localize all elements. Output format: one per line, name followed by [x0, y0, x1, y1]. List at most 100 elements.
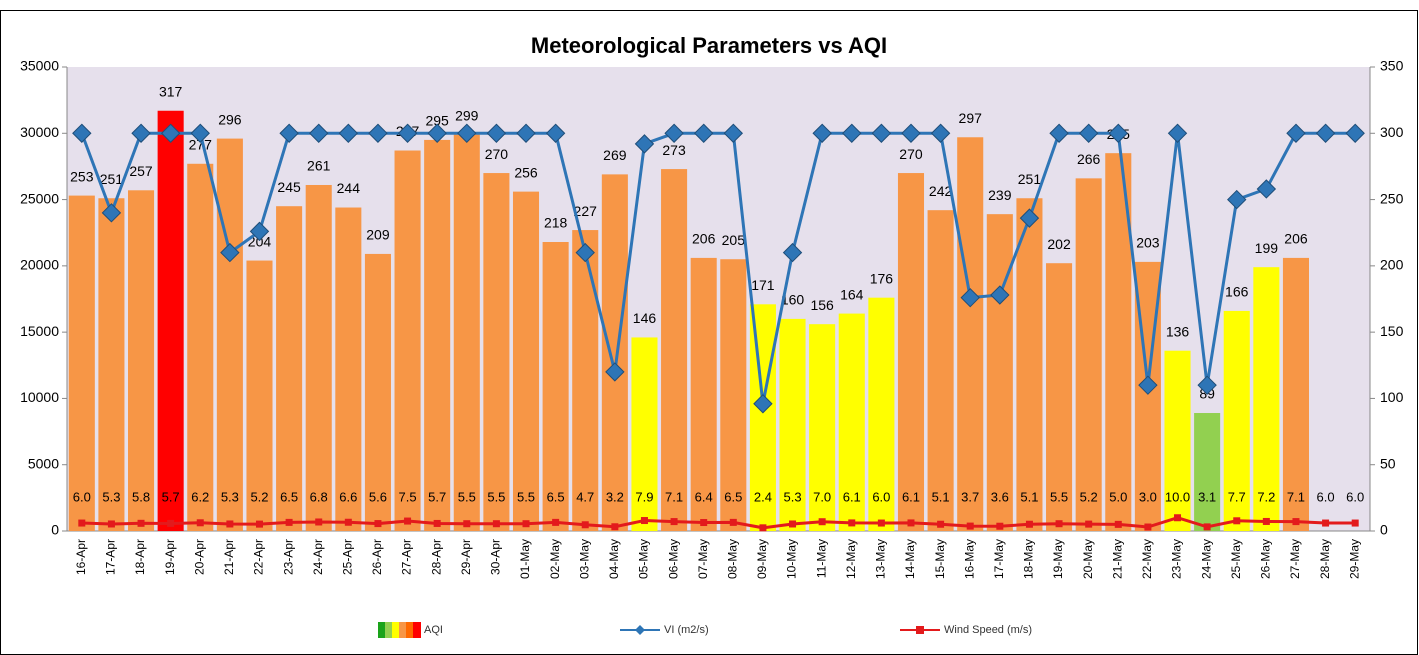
line-marker — [1025, 520, 1033, 528]
line-marker — [190, 123, 210, 143]
bar-label: 239 — [988, 187, 1012, 203]
line-marker — [1315, 123, 1336, 143]
line-marker — [226, 520, 234, 528]
bar-label: 218 — [544, 215, 568, 231]
bar — [927, 210, 954, 532]
data-label: 5.7 — [162, 489, 180, 504]
data-label: 3.7 — [961, 489, 979, 504]
x-tick-label: 10-May — [785, 539, 799, 579]
line-marker — [789, 520, 797, 528]
line-marker — [1078, 123, 1099, 143]
line-marker — [634, 134, 655, 154]
bar-label: 270 — [899, 146, 923, 162]
x-tick-label: 17-May — [992, 539, 1006, 579]
x-tick-label: 30-Apr — [489, 539, 503, 575]
line-marker — [907, 519, 915, 527]
line-marker — [368, 123, 388, 143]
line-marker — [486, 123, 507, 143]
x-tick-label: 23-Apr — [281, 539, 295, 575]
x-tick-label: 28-May — [1318, 539, 1332, 579]
bar — [720, 259, 747, 531]
data-label: 7.9 — [635, 489, 653, 504]
data-label: 6.5 — [280, 489, 298, 504]
bar — [1194, 413, 1221, 531]
bar-label: 245 — [277, 179, 301, 195]
line-marker — [522, 520, 530, 528]
line-marker — [729, 518, 737, 526]
data-label: 6.0 — [73, 489, 91, 504]
line-marker — [1019, 208, 1040, 228]
bar-label: 266 — [1077, 151, 1101, 167]
line-marker — [937, 520, 945, 528]
bar — [453, 134, 480, 531]
line-marker — [220, 242, 240, 263]
bar-label: 251 — [1018, 171, 1042, 187]
bar — [838, 313, 865, 531]
line-marker — [759, 524, 767, 532]
line-marker — [131, 123, 151, 143]
bar — [483, 173, 510, 532]
x-tick-label: 09-May — [755, 539, 769, 579]
bar — [276, 206, 303, 531]
data-label: 6.4 — [695, 489, 713, 504]
bar-label: 244 — [337, 180, 361, 196]
line-marker — [516, 123, 536, 143]
line-marker — [1345, 123, 1365, 143]
line-marker — [605, 362, 625, 382]
bar-label: 176 — [870, 270, 894, 286]
x-tick-label: 19-May — [1051, 539, 1065, 579]
line-marker — [1203, 523, 1211, 531]
bar-label: 317 — [159, 83, 183, 99]
line-marker — [338, 123, 359, 143]
line-marker — [315, 518, 323, 526]
bar — [690, 257, 717, 531]
line-marker — [990, 285, 1010, 305]
x-tick-label: 28-Apr — [429, 539, 443, 575]
bar-label: 299 — [455, 107, 479, 123]
line-marker — [1256, 179, 1277, 199]
bar — [542, 241, 569, 531]
line-marker — [78, 519, 86, 527]
legend-marker — [635, 625, 645, 635]
bar-label: 257 — [129, 163, 153, 179]
data-label: 5.1 — [1020, 489, 1038, 504]
chart-title: Meteorological Parameters vs AQI — [531, 33, 887, 58]
x-tick-label: 02-May — [548, 539, 562, 579]
bar — [68, 195, 95, 531]
data-label: 4.7 — [576, 489, 594, 504]
line-marker — [1114, 520, 1122, 528]
data-label: 5.7 — [428, 489, 446, 504]
x-tick-label: 08-May — [725, 539, 739, 579]
bar-label: 277 — [189, 136, 213, 152]
data-label: 6.6 — [339, 489, 357, 504]
data-label: 5.6 — [369, 489, 387, 504]
bar-label: 251 — [100, 171, 124, 187]
data-label: 5.3 — [102, 489, 120, 504]
legend-label: VI (m2/s) — [664, 624, 709, 636]
line-marker — [279, 123, 299, 143]
data-label: 6.8 — [310, 489, 328, 504]
line-marker — [877, 519, 885, 527]
x-tick-label: 11-May — [814, 539, 828, 578]
data-label: 5.1 — [932, 489, 950, 504]
bar-label: 199 — [1255, 240, 1279, 256]
bar-label: 269 — [603, 147, 627, 163]
bar — [364, 253, 391, 531]
line-marker — [545, 123, 566, 143]
line-marker — [782, 242, 803, 263]
line-marker — [167, 519, 175, 527]
y-tick-label: 25000 — [20, 190, 59, 206]
line-marker — [1138, 375, 1158, 395]
data-label: 6.5 — [547, 489, 565, 504]
line-marker — [309, 123, 329, 143]
data-label: 7.5 — [399, 489, 417, 504]
line-marker — [1167, 123, 1188, 143]
line-marker — [1174, 514, 1182, 522]
bar — [897, 173, 925, 532]
y2-tick-label: 50 — [1380, 455, 1396, 471]
line-marker — [753, 394, 773, 414]
bar — [809, 324, 836, 531]
y2-tick-label: 200 — [1380, 257, 1404, 273]
line-marker — [848, 519, 856, 527]
